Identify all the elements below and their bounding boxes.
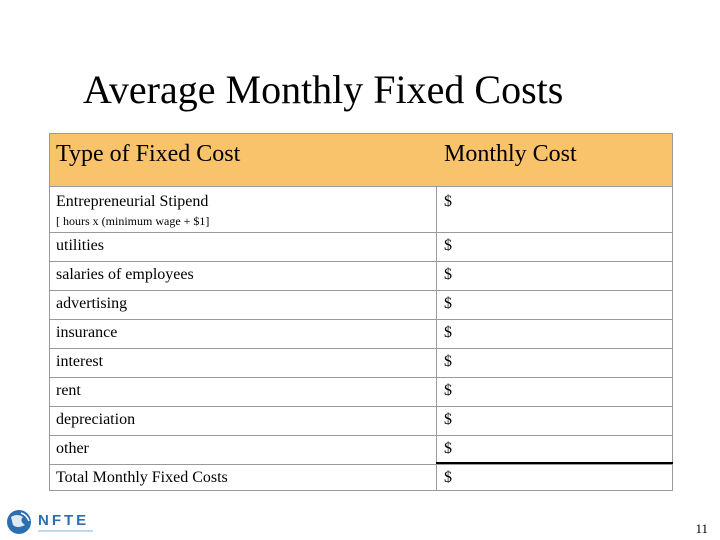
row-cost: $	[444, 469, 452, 486]
table-row: advertising $	[50, 290, 672, 319]
row-cost: $	[444, 440, 452, 457]
table-row-stipend: Entrepreneurial Stipend [ hours x (minim…	[50, 186, 672, 232]
row-cost: $	[444, 237, 452, 254]
total-underline	[436, 462, 673, 464]
slide-title: Average Monthly Fixed Costs	[83, 67, 564, 112]
header-monthly-cost: Monthly Cost	[444, 141, 577, 167]
header-type-of-fixed-cost: Type of Fixed Cost	[56, 141, 241, 167]
page-number: 11	[695, 521, 708, 536]
row-label: insurance	[56, 324, 118, 341]
row-cost: $	[444, 382, 452, 399]
table-row: depreciation $	[50, 406, 672, 435]
row-cost: $	[444, 295, 452, 312]
row-label: other	[56, 440, 89, 457]
row-cost: $	[444, 324, 452, 341]
fixed-costs-table: Type of Fixed Cost Monthly Cost Entrepre…	[49, 133, 673, 491]
row-label: utilities	[56, 237, 104, 254]
stipend-cost: $	[444, 193, 452, 210]
row-label: rent	[56, 382, 81, 399]
stipend-label: Entrepreneurial Stipend	[56, 193, 209, 210]
row-cost: $	[444, 353, 452, 370]
table-row: rent $	[50, 377, 672, 406]
table-row: utilities $	[50, 232, 672, 261]
table-row: other $	[50, 435, 672, 464]
row-label: interest	[56, 353, 104, 370]
table-row: insurance $	[50, 319, 672, 348]
table-row: Total Monthly Fixed Costs $	[50, 464, 672, 493]
column-divider	[436, 134, 437, 490]
row-label: Total Monthly Fixed Costs	[56, 469, 228, 486]
row-label: salaries of employees	[56, 266, 194, 283]
row-cost: $	[444, 266, 452, 283]
logo-wordmark: NFTE	[38, 512, 89, 529]
row-label: advertising	[56, 295, 128, 312]
stipend-note: [ hours x (minimum wage + $1]	[56, 214, 210, 228]
row-label: depreciation	[56, 411, 136, 428]
row-cost: $	[444, 411, 452, 428]
table-row: salaries of employees $	[50, 261, 672, 290]
nfte-logo: NFTE	[7, 510, 93, 534]
table-header-row: Type of Fixed Cost Monthly Cost	[50, 134, 672, 186]
table-row: interest $	[50, 348, 672, 377]
